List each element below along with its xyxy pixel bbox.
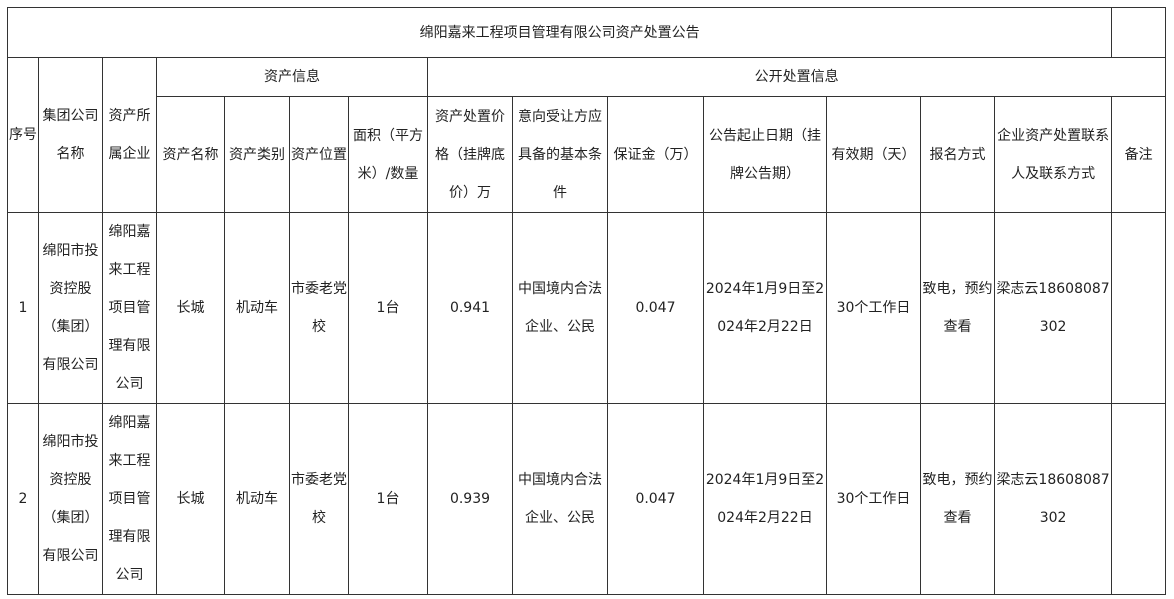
table-cell: 长城 [156, 212, 225, 404]
table-cell: 绵阳市投资控股（集团）有限公司 [38, 403, 103, 595]
table-cell: 致电，预约查看 [920, 403, 995, 595]
column-header: 资产位置 [289, 96, 349, 213]
table-cell: 中国境内合法企业、公民 [512, 403, 608, 595]
column-header: 报名方式 [920, 96, 995, 213]
table-row: 1 绵阳市投资控股（集团）有限公司 绵阳嘉来工程项目管理有限公司 长城 机动车 市委老党校… [7, 212, 1167, 404]
table-cell: 0.047 [607, 212, 704, 404]
table-cell: 机动车 [224, 212, 290, 404]
table-row: 2 绵阳市投资控股（集团）有限公司 绵阳嘉来工程项目管理有限公司 长城 机动车 市委老党校… [7, 403, 1167, 595]
table-cell: 2024年1月9日至2024年2月22日 [703, 212, 827, 404]
column-header: 资产处置价格（挂牌底价）万 [427, 96, 513, 213]
table-cell: 30个工作日 [826, 403, 921, 595]
column-header: 有效期（天） [826, 96, 921, 213]
table-cell: 0.047 [607, 403, 704, 595]
header-group-company: 集团公司名称 [38, 57, 103, 213]
header-owner-company: 资产所属企业 [102, 57, 157, 213]
column-header: 意向受让方应具备的基本条件 [512, 96, 608, 213]
table-cell: 1台 [348, 212, 428, 404]
table-cell: 绵阳嘉来工程项目管理有限公司 [102, 212, 157, 404]
table-cell: 0.941 [427, 212, 513, 404]
column-header: 资产类别 [224, 96, 290, 213]
table-cell [1111, 212, 1167, 404]
table-cell: 梁志云18608087302 [993, 403, 1113, 595]
table-cell: 30个工作日 [826, 212, 921, 404]
column-header: 面积（平方米）/数量 [348, 96, 428, 213]
table-cell [1111, 403, 1167, 595]
table-cell: 致电，预约查看 [920, 212, 995, 404]
table-cell: 机动车 [224, 403, 290, 595]
asset-disposal-table: 绵阳嘉来工程项目管理有限公司资产处置公告 序号 集团公司名称 资产所属企业 资产… [6, 7, 1167, 595]
table-cell: 2024年1月9日至2024年2月22日 [703, 403, 827, 595]
table-cell: 绵阳市投资控股（集团）有限公司 [38, 212, 103, 404]
table-cell: 市委老党校 [289, 212, 349, 404]
title-empty-cell [1111, 7, 1167, 58]
column-header: 企业资产处置联系人及联系方式 [993, 96, 1113, 213]
column-header: 资产名称 [156, 96, 225, 213]
table-cell: 长城 [156, 403, 225, 595]
table-cell: 1 [7, 212, 39, 404]
table-cell: 0.939 [427, 403, 513, 595]
table-cell: 1台 [348, 403, 428, 595]
header-index: 序号 [7, 57, 39, 213]
table-cell: 梁志云18608087302 [993, 212, 1113, 404]
column-header: 备注 [1111, 96, 1167, 213]
table-cell: 2 [7, 403, 39, 595]
column-header: 保证金（万） [607, 96, 704, 213]
table-cell: 市委老党校 [289, 403, 349, 595]
table-title: 绵阳嘉来工程项目管理有限公司资产处置公告 [6, 7, 1113, 58]
header-asset-info: 资产信息 [156, 57, 428, 97]
header-disposal-info: 公开处置信息 [426, 57, 1167, 97]
column-header: 公告起止日期（挂牌公告期） [703, 96, 827, 213]
table-cell: 绵阳嘉来工程项目管理有限公司 [102, 403, 157, 595]
table-cell: 中国境内合法企业、公民 [512, 212, 608, 404]
